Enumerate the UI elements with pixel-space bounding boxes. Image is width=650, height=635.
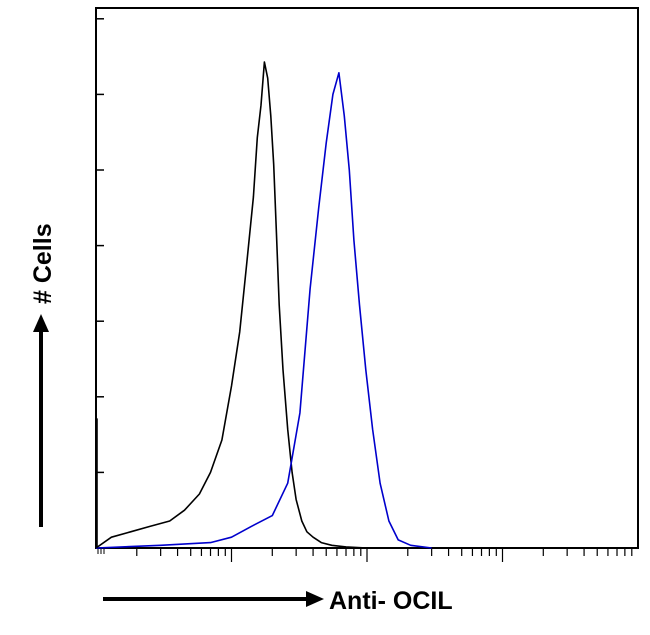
plot-frame — [95, 7, 639, 549]
y-axis-ticks — [96, 18, 104, 474]
x-axis-ticks — [97, 548, 633, 562]
y-arrow-head — [33, 314, 49, 332]
y-axis-label: # Cells — [29, 223, 57, 304]
series-line-2 — [95, 72, 432, 549]
x-arrow-head — [306, 591, 324, 607]
series-line-1 — [95, 61, 368, 549]
x-axis-label: Anti- OCIL — [329, 587, 453, 615]
series-layer — [95, 61, 432, 549]
